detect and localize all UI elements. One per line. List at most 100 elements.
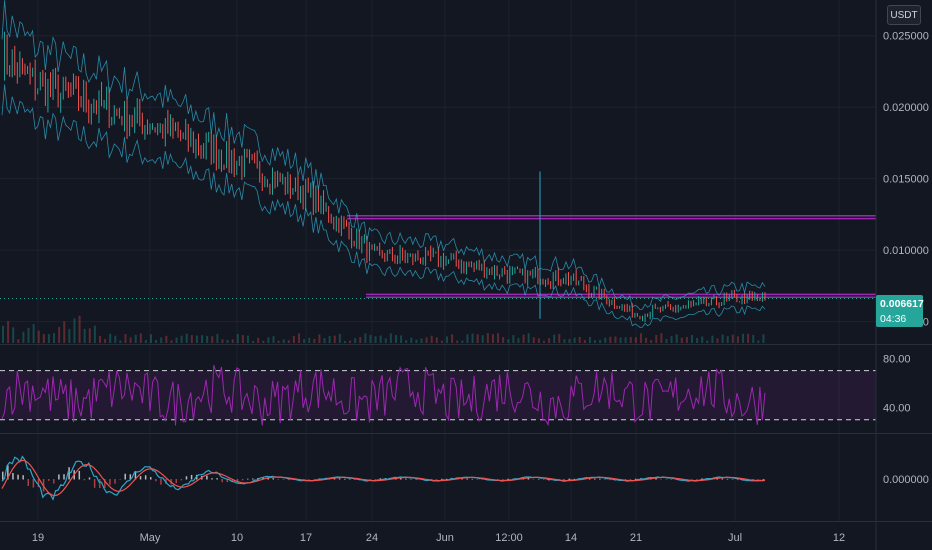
volume-bar [328, 335, 331, 343]
time-tick-label: 12:00 [495, 532, 523, 544]
volume-bar [517, 338, 520, 343]
volume-bar [114, 335, 117, 343]
volume-bar [736, 336, 739, 343]
bollinger-lower-line [1, 84, 766, 328]
macd-histogram-bar [160, 479, 162, 485]
volume-bar [527, 333, 530, 343]
volume-bar [374, 336, 377, 343]
macd-histogram-bar [338, 478, 341, 480]
macd-histogram-bar [221, 479, 223, 483]
price-tick-label: 0.015000 [883, 174, 929, 186]
volume-bar [476, 334, 479, 343]
volume-bar [435, 337, 438, 343]
volume-bar [588, 337, 591, 343]
macd-histogram-bar [415, 479, 417, 480]
macd-histogram-bar [63, 474, 65, 480]
macd-histogram-bar [696, 479, 698, 480]
macd-histogram-bar [634, 478, 637, 480]
volume-bar [241, 335, 244, 343]
currency-button[interactable]: USDT [887, 5, 921, 25]
volume-bar [568, 338, 571, 343]
macd-histogram-bar [241, 479, 244, 481]
macd-histogram-bar [175, 479, 178, 484]
macd-histogram-bar [109, 479, 111, 485]
volume-bar [313, 338, 316, 343]
macd-histogram-bar [88, 477, 91, 480]
volume-bar [185, 333, 188, 343]
volume-bar [645, 337, 648, 343]
macd-histogram-bar [410, 479, 412, 480]
volume-bar [451, 334, 454, 343]
volume-bar [27, 327, 30, 343]
volume-bar [129, 337, 132, 343]
volume-bar [98, 335, 101, 343]
macd-histogram-bar [272, 478, 274, 480]
macd-histogram-bar [670, 479, 673, 480]
volume-bar [190, 335, 193, 343]
rsi-band-fill [0, 370, 876, 420]
bar-countdown: 04:36 [880, 313, 907, 325]
volume-bar [497, 333, 500, 343]
macd-histogram-bar [400, 478, 402, 480]
volume-bar [58, 327, 61, 343]
macd-histogram-bar [568, 478, 571, 480]
volume-bar [537, 338, 540, 343]
macd-histogram-bar [507, 478, 509, 480]
volume-bar [747, 333, 750, 343]
macd-histogram-bar [104, 479, 106, 488]
volume-bar [507, 339, 510, 343]
volume-bar [144, 339, 147, 343]
volume-bar [711, 335, 714, 343]
volume-bar [731, 334, 734, 343]
volume-bar [22, 331, 25, 343]
volume-bar [359, 337, 362, 343]
time-tick-label: 10 [231, 532, 243, 544]
macd-histogram-bar [354, 479, 356, 480]
macd-histogram-bar [83, 479, 86, 481]
volume-bar [742, 333, 745, 343]
macd-histogram-bar [282, 479, 285, 480]
macd-histogram-bar [481, 479, 484, 480]
volume-bar [522, 334, 525, 343]
volume-bar [762, 334, 765, 343]
macd-histogram-bar [124, 473, 126, 480]
macd-histogram-bar [139, 476, 142, 480]
time-tick-label: Jul [728, 532, 742, 544]
volume-bar [160, 337, 163, 343]
macd-histogram-bar [665, 479, 667, 480]
volume-bar [73, 318, 76, 343]
volume-bar [440, 340, 443, 343]
volume-bar [298, 333, 301, 343]
macd-histogram-bar [599, 478, 601, 480]
macd-histogram-bar [537, 478, 540, 480]
macd-histogram-bar [563, 479, 565, 481]
volume-bar [165, 335, 168, 343]
volume-bar [292, 335, 295, 343]
volume-bar [170, 340, 173, 343]
volume-bar [88, 328, 91, 343]
volume-bar [461, 340, 464, 343]
volume-bar [231, 339, 234, 343]
macd-histogram-bar [37, 479, 40, 487]
volume-bar [349, 340, 352, 343]
volume-bar [583, 340, 586, 343]
volume-bar [634, 337, 637, 343]
volume-bar [68, 329, 71, 343]
macd-histogram-bar [134, 471, 137, 480]
macd-histogram-bar [333, 478, 336, 480]
macd-histogram-bar [430, 479, 433, 480]
macd-histogram-bar [757, 479, 759, 480]
volume-bar [369, 334, 372, 343]
volume-bar [226, 339, 229, 343]
macd-histogram-bar [502, 479, 504, 480]
rsi-tick-label: 40.00 [883, 402, 911, 414]
volume-bar [150, 334, 153, 343]
volume-bar [252, 340, 255, 343]
macd-histogram-bar [252, 478, 254, 480]
volume-bar [726, 336, 729, 343]
volume-bar [614, 336, 617, 343]
volume-bar [619, 337, 622, 343]
volume-bar [629, 337, 632, 343]
macd-histogram-bar [190, 474, 193, 480]
